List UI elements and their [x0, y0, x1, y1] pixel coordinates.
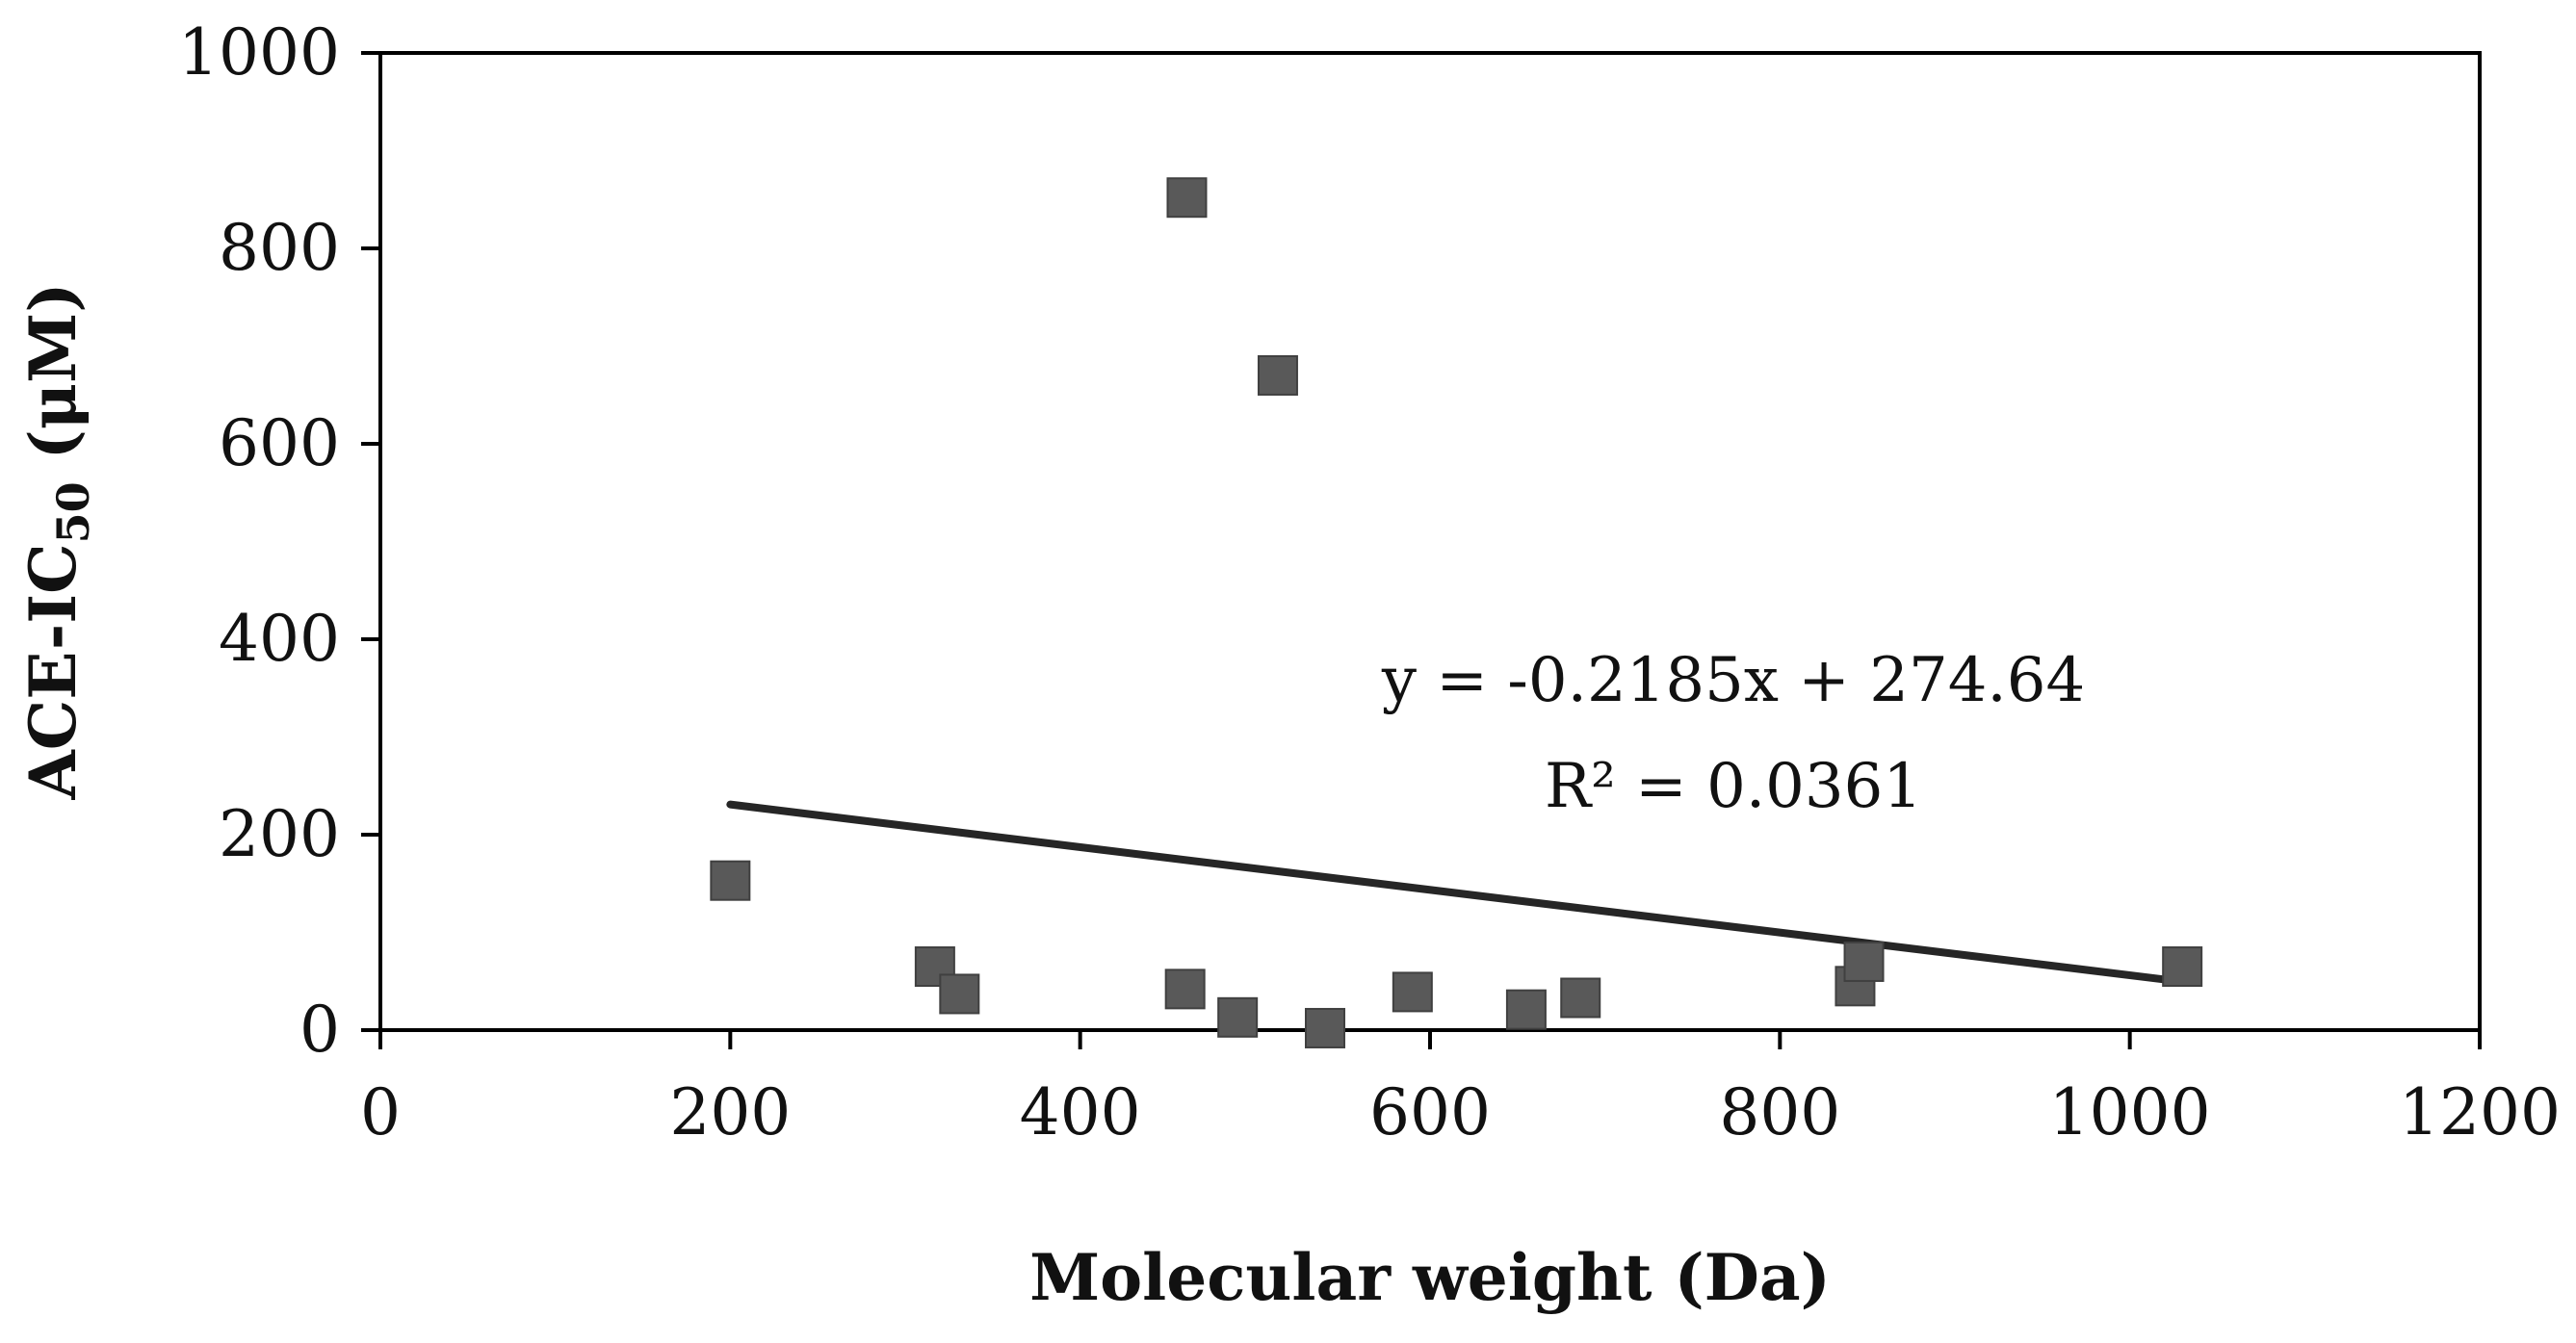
- y-axis-title-suffix: (μM): [15, 283, 91, 482]
- data-point: [1217, 996, 1259, 1038]
- trendline: [726, 800, 2187, 986]
- y-tick-label: 0: [299, 993, 340, 1067]
- data-point: [1392, 971, 1433, 1013]
- x-tick-label: 1000: [2049, 1075, 2211, 1149]
- y-axis-ticks: 0 200 400 600 800 1000: [178, 15, 380, 1067]
- y-axis-title-subscript: 50: [47, 481, 99, 543]
- data-point: [710, 860, 751, 901]
- y-axis-title-prefix: ACE-IC: [15, 543, 91, 800]
- data-points: [710, 177, 2203, 1048]
- y-tick-label: 600: [219, 406, 340, 480]
- data-point: [1305, 1007, 1345, 1048]
- y-tick-label: 800: [219, 211, 340, 285]
- data-point: [1257, 354, 1298, 396]
- x-tick-label: 600: [1369, 1075, 1491, 1149]
- x-tick-label: 1200: [2399, 1075, 2561, 1149]
- data-point: [1560, 977, 1601, 1019]
- y-tick-label: 400: [219, 602, 340, 676]
- data-point: [2162, 946, 2203, 988]
- data-point: [1166, 177, 1208, 219]
- x-tick-label: 400: [1020, 1075, 1141, 1149]
- x-tick-label: 200: [669, 1075, 791, 1149]
- trendline-r-squared: R² = 0.0361: [1545, 751, 1922, 822]
- data-point: [1164, 969, 1206, 1010]
- y-tick-label: 200: [219, 797, 340, 871]
- x-axis-ticks: 0 200 400 600 800 1000 1200: [360, 1030, 2561, 1149]
- trendline-equation: y = -0.2185x + 274.64: [1381, 645, 2085, 716]
- x-tick-label: 0: [360, 1075, 401, 1149]
- y-tick-label: 1000: [178, 15, 340, 90]
- x-axis-title: Molecular weight (Da): [1029, 1240, 1831, 1315]
- plot-area: [378, 51, 2482, 1032]
- x-tick-label: 800: [1719, 1075, 1840, 1149]
- data-point: [1505, 989, 1547, 1030]
- data-point: [1843, 941, 1885, 982]
- y-axis-title: ACE-IC50 (μM): [15, 283, 99, 801]
- data-point: [939, 973, 980, 1015]
